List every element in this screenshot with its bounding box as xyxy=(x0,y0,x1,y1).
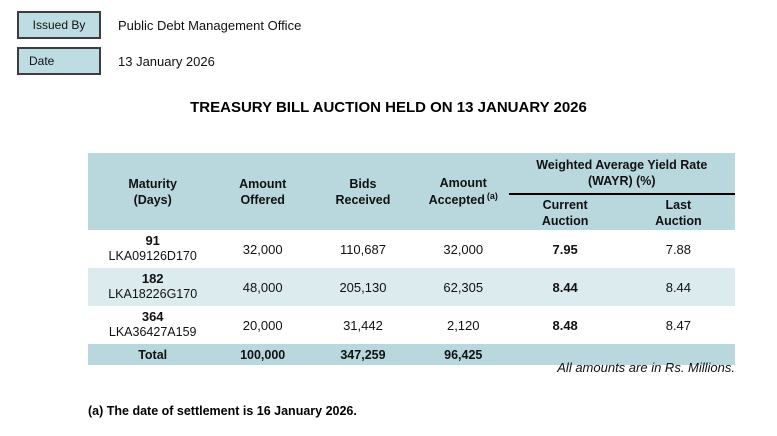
amount-accepted-line2: Accepted (a) xyxy=(428,190,498,208)
bids-received-cell: 110,687 xyxy=(307,230,418,268)
issued-by-value: Public Debt Management Office xyxy=(118,17,302,33)
total-current-auction-empty xyxy=(508,344,622,365)
auction-table: Maturity (Days) Amount Offered Bids Rece… xyxy=(88,153,735,365)
amount-offered-cell: 48,000 xyxy=(217,268,308,306)
date-label: Date xyxy=(29,54,55,68)
total-bids-received: 347,259 xyxy=(307,344,418,365)
maturity-cell: 364 LKA36427A159 xyxy=(88,306,218,344)
last-auction-yield: 8.44 xyxy=(621,268,735,306)
amount-accepted-line1: Amount xyxy=(439,175,487,190)
total-label: Total xyxy=(88,344,218,365)
settlement-footnote: (a) The date of settlement is 16 January… xyxy=(88,404,357,418)
col-header-amount-offered: Amount Offered xyxy=(217,153,308,230)
total-last-auction-empty xyxy=(621,344,735,365)
total-amount-accepted: 96,425 xyxy=(417,344,509,365)
table-total-row: Total 100,000 347,259 96,425 xyxy=(88,344,735,365)
isin-code: LKA36427A159 xyxy=(108,325,197,340)
col-header-maturity: Maturity (Days) xyxy=(88,153,218,230)
table-row-91: 91 LKA09126D170 32,000 110,687 32,000 7.… xyxy=(88,230,735,268)
current-auction-yield: 8.44 xyxy=(508,268,622,306)
maturity-days: 182 xyxy=(141,271,164,287)
amounts-unit-note: All amounts are in Rs. Millions. xyxy=(557,360,735,375)
bids-received-cell: 205,130 xyxy=(307,268,418,306)
maturity-days: 91 xyxy=(145,233,160,249)
col-header-last-auction: Last Auction xyxy=(621,194,735,230)
col-header-current-auction: Current Auction xyxy=(508,194,622,230)
isin-code: LKA09126D170 xyxy=(108,249,197,264)
amount-offered-cell: 20,000 xyxy=(217,306,308,344)
maturity-days: 364 xyxy=(141,309,164,325)
current-auction-yield: 7.95 xyxy=(508,230,622,268)
col-header-wayr-group: Weighted Average Yield Rate (WAYR) (%) xyxy=(508,153,735,195)
footnote-marker: (a) xyxy=(486,190,498,201)
amount-accepted-cell: 62,305 xyxy=(417,268,509,306)
issued-by-label: Issued By xyxy=(32,18,86,32)
page-title: TREASURY BILL AUCTION HELD ON 13 JANUARY… xyxy=(190,99,587,116)
current-auction-yield: 8.48 xyxy=(508,306,622,344)
maturity-cell: 182 LKA18226G170 xyxy=(88,268,218,306)
issued-by-box: Issued By xyxy=(17,11,101,39)
last-auction-yield: 8.47 xyxy=(621,306,735,344)
maturity-cell: 91 LKA09126D170 xyxy=(88,230,218,268)
col-header-bids-received: Bids Received xyxy=(307,153,418,230)
last-auction-yield: 7.88 xyxy=(621,230,735,268)
amount-accepted-cell: 32,000 xyxy=(417,230,509,268)
isin-code: LKA18226G170 xyxy=(108,287,198,302)
table-header: Maturity (Days) Amount Offered Bids Rece… xyxy=(88,153,735,230)
date-box: Date xyxy=(17,47,101,75)
total-amount-offered: 100,000 xyxy=(217,344,308,365)
col-header-amount-accepted: Amount Accepted (a) xyxy=(417,153,509,230)
table-row-182: 182 LKA18226G170 48,000 205,130 62,305 8… xyxy=(88,268,735,306)
table-row-364: 364 LKA36427A159 20,000 31,442 2,120 8.4… xyxy=(88,306,735,344)
date-value: 13 January 2026 xyxy=(118,53,215,69)
amount-accepted-cell: 2,120 xyxy=(417,306,509,344)
amount-offered-cell: 32,000 xyxy=(217,230,308,268)
bids-received-cell: 31,442 xyxy=(307,306,418,344)
